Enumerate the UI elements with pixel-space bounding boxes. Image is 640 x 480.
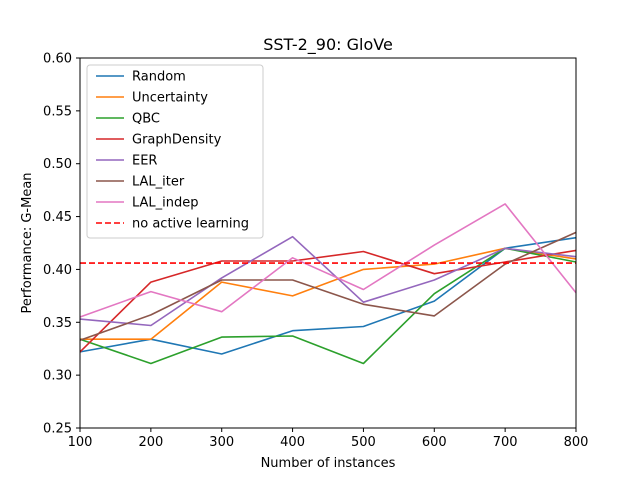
legend: Random Uncertainty QBC GraphDensity EER LAL_i…	[86, 64, 264, 239]
series-line-lal-iter	[79, 231, 577, 342]
y-tick-label: 0.40	[43, 263, 72, 278]
series-line-lal-indep	[79, 203, 577, 318]
series-line-graphdensity	[79, 249, 577, 353]
y-axis-label: Performance: G-Mean	[20, 172, 35, 313]
y-tick-label: 0.50	[43, 157, 72, 172]
y-tick-label: 0.25	[43, 422, 72, 437]
series-line-eer	[79, 235, 577, 327]
x-tick-label: 700	[493, 435, 518, 450]
x-tick-label: 300	[209, 435, 234, 450]
legend-label: LAL_indep	[132, 196, 199, 211]
y-tick-label: 0.35	[43, 316, 72, 331]
legend-label: Uncertainty	[132, 91, 208, 106]
series-line-random	[79, 236, 577, 355]
legend-label: Random	[132, 70, 186, 85]
legend-label: no active learning	[132, 217, 249, 232]
legend-label: LAL_iter	[132, 175, 185, 190]
y-axis: 0.25 0.30 0.35 0.40 0.45 0.50 0.55 0.60	[43, 52, 80, 437]
x-tick-label: 100	[68, 435, 93, 450]
legend-box	[86, 64, 264, 239]
x-axis: 100 200 300 400 500 600 700 800	[68, 428, 589, 450]
x-tick-label: 800	[564, 435, 589, 450]
legend-label: GraphDensity	[132, 133, 222, 148]
series-line-uncertainty	[80, 247, 577, 341]
x-axis-label: Number of instances	[261, 456, 396, 471]
plot-lines	[79, 203, 577, 365]
legend-label: EER	[132, 154, 157, 169]
legend-label: QBC	[132, 112, 160, 127]
y-tick-label: 0.45	[43, 210, 72, 225]
x-tick-label: 500	[351, 435, 376, 450]
x-tick-label: 200	[138, 435, 163, 450]
y-tick-label: 0.55	[43, 104, 72, 119]
y-tick-label: 0.30	[43, 369, 72, 384]
series-line-qbc	[79, 247, 577, 365]
x-tick-label: 400	[280, 435, 305, 450]
y-tick-label: 0.60	[43, 52, 72, 67]
x-tick-label: 600	[422, 435, 447, 450]
plot-frame	[79, 57, 577, 429]
chart-title: SST-2_90: GloVe	[263, 35, 393, 55]
